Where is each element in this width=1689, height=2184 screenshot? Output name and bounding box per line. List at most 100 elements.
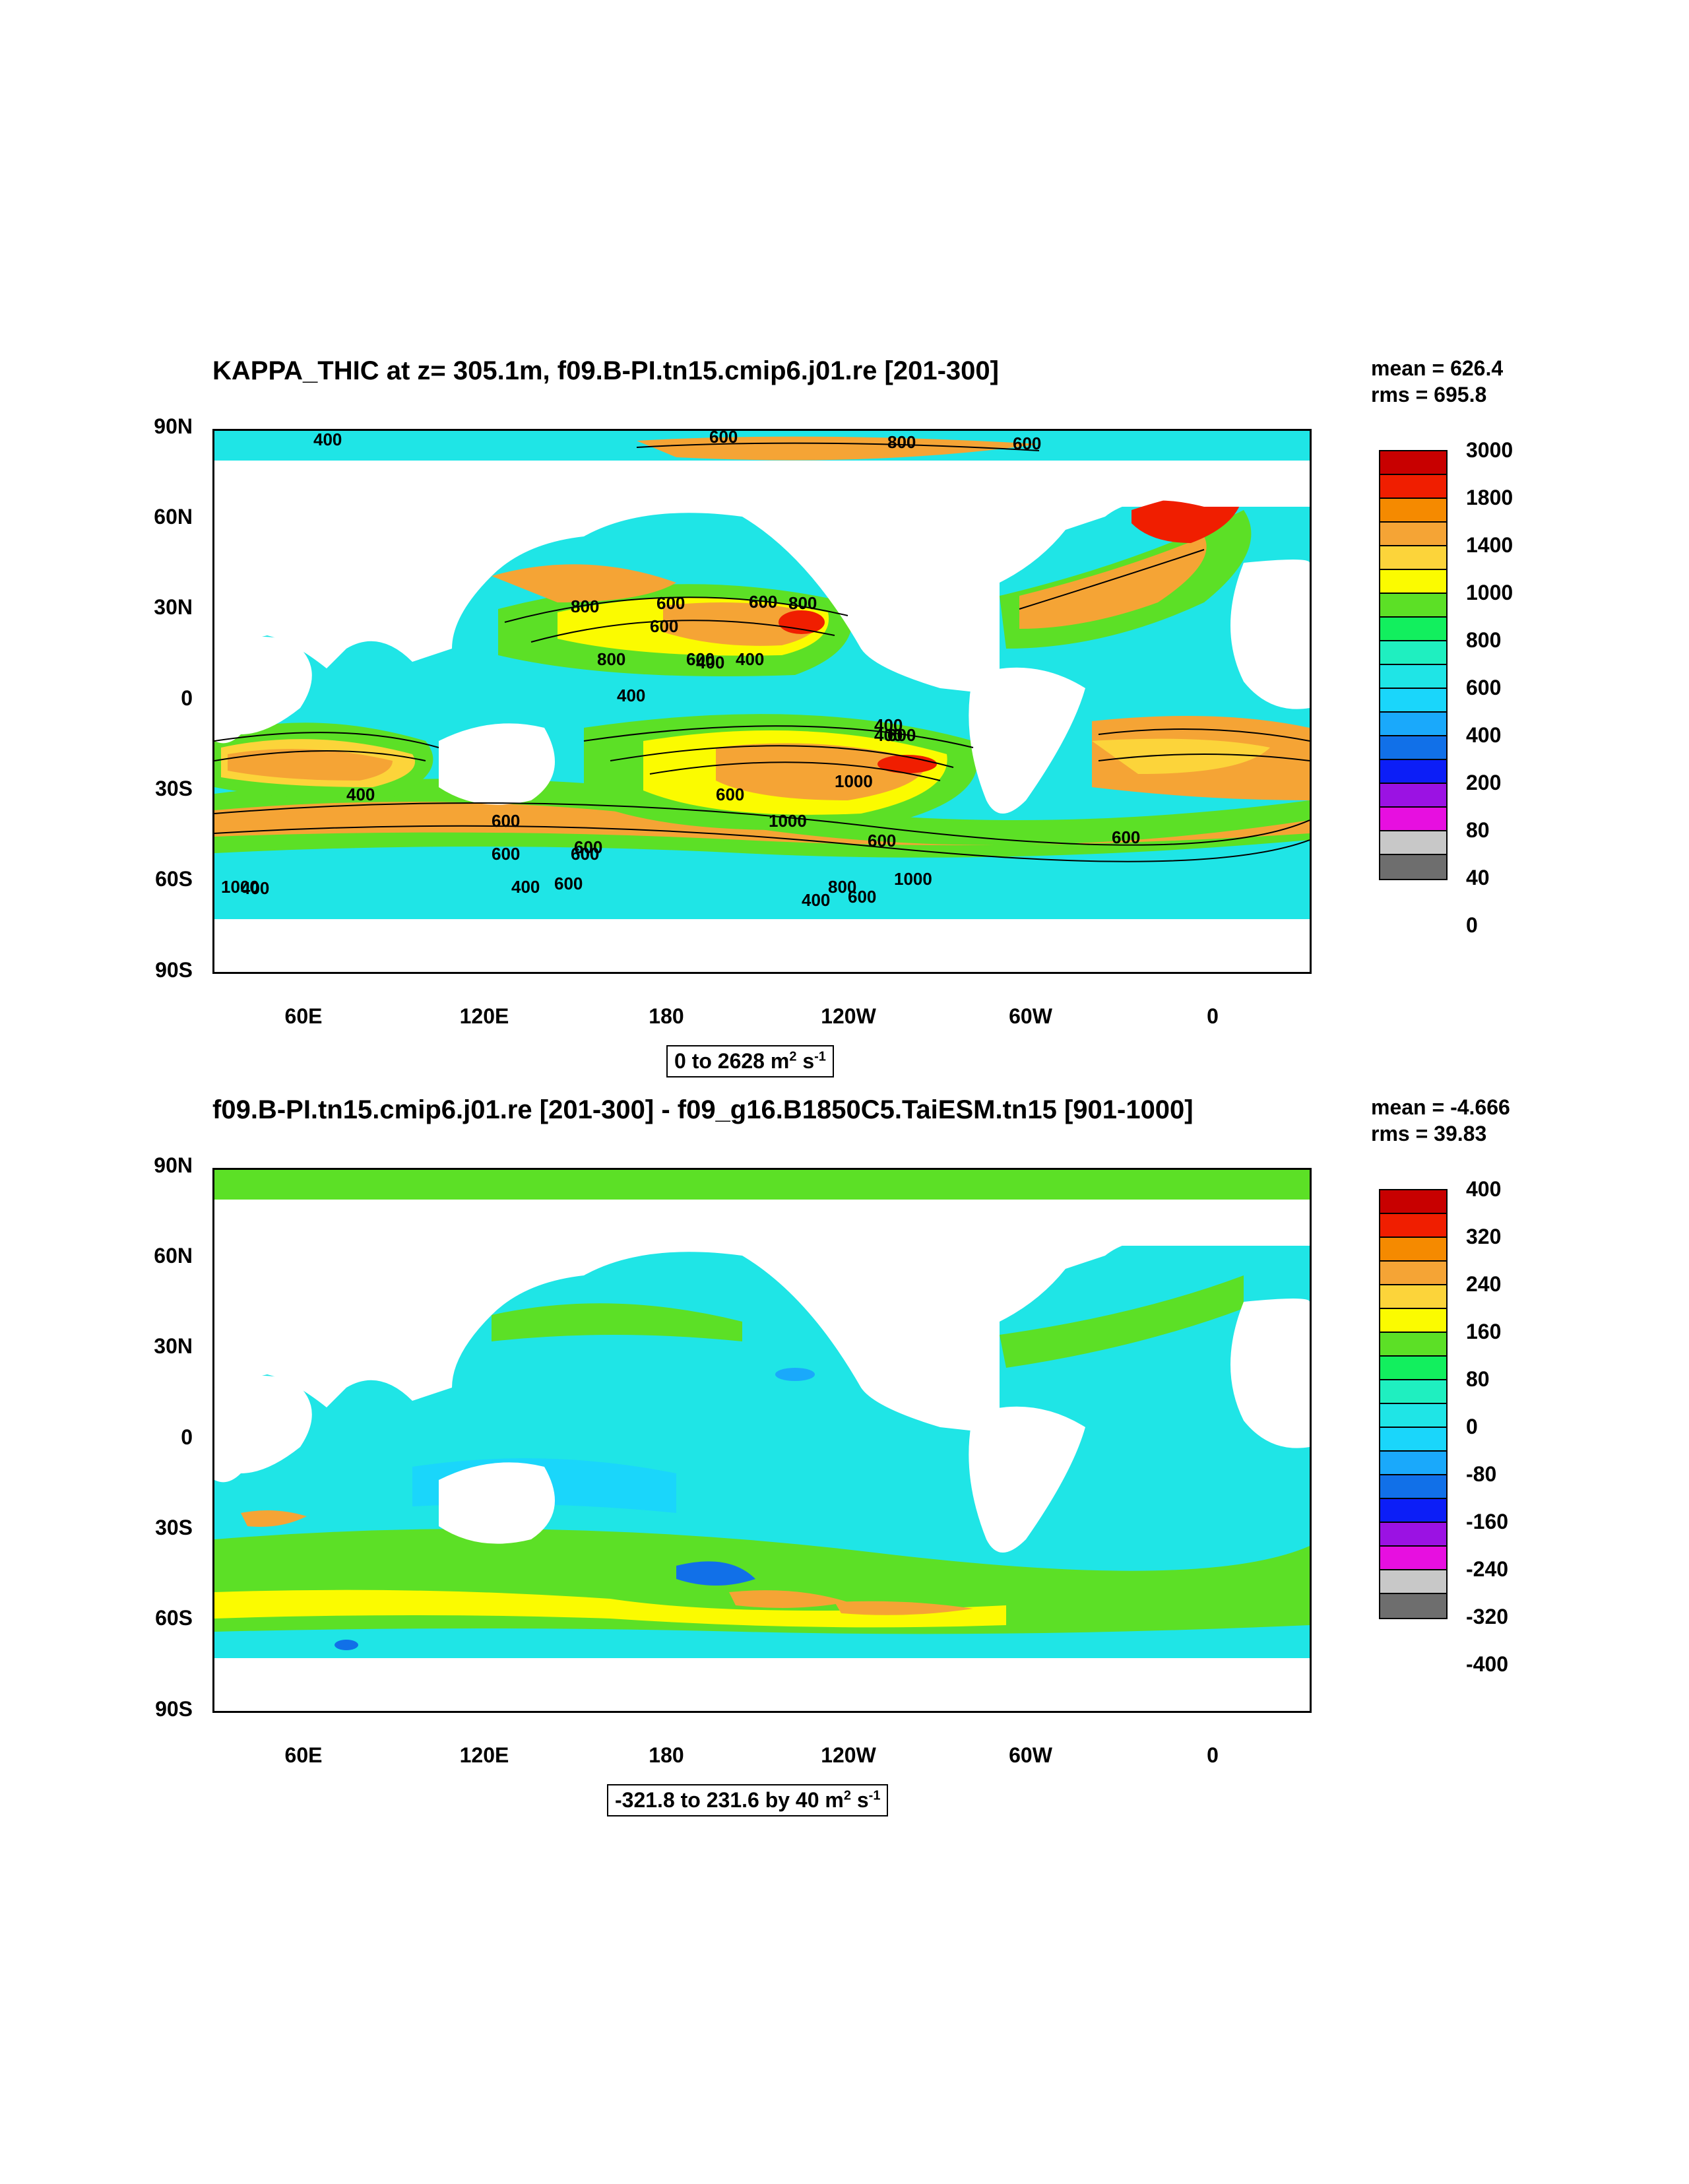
colorbar-swatch (1380, 1285, 1446, 1309)
colorbar (1379, 450, 1448, 880)
y-tick-label: 30S (155, 1516, 193, 1539)
contour-label: 600 (571, 844, 599, 864)
y-tick-label: 30N (154, 595, 193, 619)
colorbar-label: 1000 (1466, 581, 1514, 604)
colorbar-swatch (1380, 523, 1446, 546)
x-tick-label: 60W (1009, 1743, 1052, 1767)
contour-label: 400 (696, 653, 724, 672)
colorbar-swatch (1380, 1309, 1446, 1333)
colorbar-swatch (1380, 499, 1446, 523)
contour-label: 400 (313, 431, 342, 449)
mean-value: mean = 626.4 (1371, 356, 1504, 380)
contour-label: 600 (554, 874, 583, 893)
x-tick-label: 60E (284, 1743, 323, 1767)
y-tick-label: 90N (154, 1153, 193, 1177)
x-tick-label: 0 (1207, 1004, 1219, 1028)
x-tick-label: 60W (1009, 1004, 1052, 1028)
y-tick-label: 30S (155, 777, 193, 800)
colorbar-swatch (1380, 808, 1446, 831)
colorbar-label: 0 (1466, 1415, 1478, 1438)
colorbar-label: 200 (1466, 771, 1502, 794)
contour-label: 600 (492, 811, 520, 831)
x-tick-label: 0 (1207, 1743, 1219, 1767)
contour-label: 600 (686, 649, 715, 669)
range-label: -321.8 to 231.6 by 40 m2 s-1 (607, 1784, 889, 1816)
contour-label: 800 (571, 596, 599, 616)
colorbar-label: 40 (1466, 866, 1490, 889)
contour-label: 800 (788, 593, 817, 613)
colorbar-swatch (1380, 1262, 1446, 1285)
colorbar-swatch (1380, 736, 1446, 760)
y-tick-label: 0 (181, 686, 193, 710)
colorbar-label: 1800 (1466, 486, 1514, 509)
contour-label: 600 (492, 844, 520, 864)
colorbar-swatch (1380, 689, 1446, 713)
map-field (214, 1170, 1310, 1711)
colorbar-label: -160 (1466, 1510, 1509, 1533)
contour-label: 1000 (769, 811, 807, 831)
colorbar-swatch (1380, 1333, 1446, 1357)
colorbar-swatch (1380, 1404, 1446, 1428)
colorbar-swatch (1380, 784, 1446, 808)
map-field: 400 600 800 600 600 800 600 600 400 800 … (214, 431, 1310, 972)
contour-label: 600 (574, 837, 602, 857)
y-tick-label: 0 (181, 1425, 193, 1449)
colorbar-swatch (1380, 641, 1446, 665)
y-tick-label: 60S (155, 867, 193, 891)
colorbar-label: 400 (1466, 1177, 1502, 1201)
contour-label: 400 (511, 877, 540, 897)
colorbar-label: -400 (1466, 1652, 1509, 1676)
contour-label: 600 (848, 887, 876, 907)
contour-label: 600 (887, 725, 916, 745)
colorbar-label: 240 (1466, 1272, 1502, 1296)
colorbar-swatch (1380, 1523, 1446, 1547)
contour-label: 400 (802, 890, 830, 910)
plot-title: KAPPA_THIC at z= 305.1m, f09.B-PI.tn15.c… (212, 356, 999, 385)
y-tick-label: 60N (154, 505, 193, 529)
colorbar-label: 0 (1466, 913, 1478, 937)
colorbar-label: 1400 (1466, 533, 1514, 557)
contour-label: 600 (716, 785, 744, 804)
colorbar-label: 3000 (1466, 438, 1514, 462)
y-tick-label: 30N (154, 1334, 193, 1358)
map-plot: 400 600 800 600 600 800 600 600 400 800 … (212, 429, 1312, 974)
y-tick-label: 90S (155, 1697, 193, 1721)
colorbar (1379, 1189, 1448, 1619)
colorbar-label: 600 (1466, 676, 1502, 699)
colorbar-label: -80 (1466, 1462, 1497, 1486)
contour-label: 400 (874, 725, 903, 745)
colorbar-label: -320 (1466, 1605, 1509, 1628)
colorbar-swatch (1380, 855, 1446, 879)
colorbar-swatch (1380, 1547, 1446, 1570)
colorbar-swatch (1380, 451, 1446, 475)
colorbar-swatch (1380, 1214, 1446, 1238)
contour-label: 800 (828, 877, 856, 897)
colorbar-swatch (1380, 1475, 1446, 1499)
contour-label: 800 (887, 432, 916, 452)
colorbar-swatch (1380, 1357, 1446, 1380)
contour-label: 600 (868, 831, 896, 851)
stats-block: mean = -4.666 rms = 39.83 (1371, 1094, 1510, 1147)
x-tick-label: 120E (459, 1004, 509, 1028)
y-tick-label: 90S (155, 958, 193, 982)
contour-label: 600 (1013, 434, 1041, 453)
plot-title: f09.B-PI.tn15.cmip6.j01.re [201-300] - f… (212, 1095, 1194, 1124)
colorbar-swatch (1380, 1190, 1446, 1214)
colorbar-swatch (1380, 546, 1446, 570)
range-label: 0 to 2628 m2 s-1 (666, 1045, 834, 1077)
contour-label: 1000 (894, 869, 932, 889)
rms-value: rms = 695.8 (1371, 383, 1487, 406)
mean-value: mean = -4.666 (1371, 1095, 1510, 1119)
colorbar-swatch (1380, 1570, 1446, 1594)
x-tick-label: 180 (649, 1004, 684, 1028)
colorbar-label: 80 (1466, 1367, 1490, 1391)
contour-label: 400 (736, 649, 764, 669)
x-tick-label: 120W (821, 1004, 876, 1028)
contour-label: 800 (597, 649, 625, 669)
colorbar-swatch (1380, 1238, 1446, 1262)
y-tick-label: 60N (154, 1244, 193, 1268)
map-plot (212, 1168, 1312, 1713)
x-tick-label: 180 (649, 1743, 684, 1767)
colorbar-label: 400 (1466, 723, 1502, 747)
panel-bottom: f09.B-PI.tn15.cmip6.j01.re [201-300] - f… (0, 1095, 1689, 1821)
